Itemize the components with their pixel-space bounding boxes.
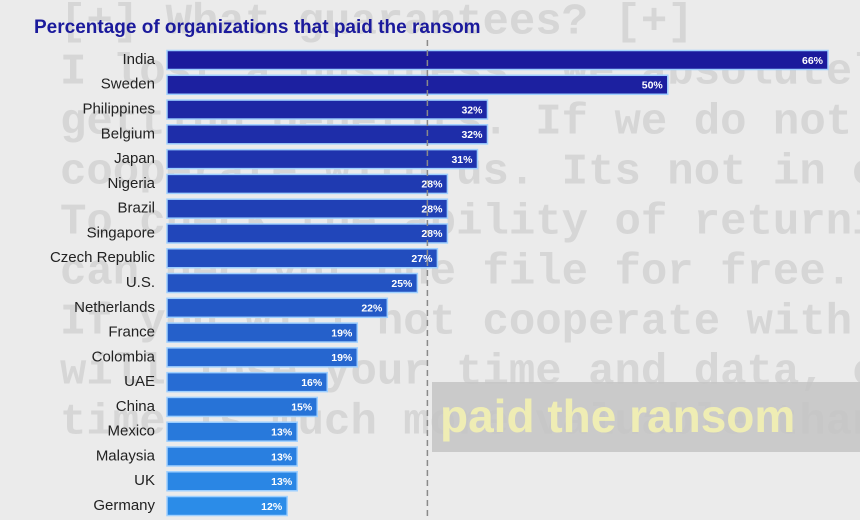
value-label: 13% (271, 451, 293, 463)
bar (166, 124, 489, 145)
category-label: France (108, 324, 155, 341)
value-label: 19% (331, 352, 353, 364)
value-label: 31% (451, 154, 473, 166)
background-line: [+] What guarantees? [+] (60, 0, 694, 48)
value-label: 15% (291, 402, 313, 414)
banner-box (432, 382, 860, 452)
value-label: 19% (331, 327, 353, 339)
category-label: Czech Republic (50, 249, 156, 266)
category-label: UAE (124, 373, 155, 390)
value-label: 50% (642, 80, 664, 92)
bar (166, 173, 449, 195)
category-label: China (116, 398, 156, 415)
category-label: Germany (93, 497, 155, 514)
bar (166, 49, 829, 71)
bar (166, 99, 489, 120)
category-label: Belgium (101, 125, 155, 142)
value-label: 13% (271, 476, 293, 488)
chart-title: Percentage of organizations that paid th… (34, 17, 481, 38)
bar (166, 272, 419, 294)
bar (166, 297, 389, 319)
value-label: 25% (391, 278, 413, 290)
category-label: Singapore (87, 224, 155, 241)
category-label: Nigeria (107, 175, 155, 192)
bar (166, 371, 328, 393)
bar (166, 74, 669, 96)
value-label: 13% (271, 426, 293, 438)
bar (166, 247, 439, 269)
value-label: 28% (421, 179, 443, 191)
category-label: Mexico (107, 423, 155, 440)
bar (166, 421, 298, 442)
value-label: 32% (461, 129, 483, 141)
bar (166, 322, 359, 343)
category-label: Brazil (117, 200, 155, 217)
bar (166, 223, 449, 244)
category-label: UK (134, 472, 155, 489)
value-label: 28% (421, 228, 443, 240)
value-label: 66% (802, 55, 824, 67)
bar (166, 347, 359, 368)
category-label: India (122, 51, 155, 68)
value-label: 32% (461, 104, 483, 116)
category-label: Colombia (92, 348, 156, 365)
bar (166, 495, 288, 517)
category-label: Malaysia (96, 447, 156, 464)
banner-text: paid the ransom (440, 390, 795, 442)
value-label: 22% (361, 303, 383, 315)
category-label: Japan (114, 150, 155, 167)
category-label: Philippines (82, 101, 155, 118)
category-label: U.S. (126, 274, 155, 291)
bar (166, 446, 298, 467)
bar (166, 471, 298, 492)
value-label: 12% (261, 501, 283, 513)
value-label: 27% (411, 253, 433, 265)
value-label: 16% (301, 377, 323, 389)
value-label: 28% (421, 203, 443, 215)
bar (166, 148, 479, 170)
bar (166, 396, 318, 418)
bar (166, 198, 449, 219)
category-label: Netherlands (74, 299, 155, 316)
category-label: Sweden (101, 76, 155, 93)
